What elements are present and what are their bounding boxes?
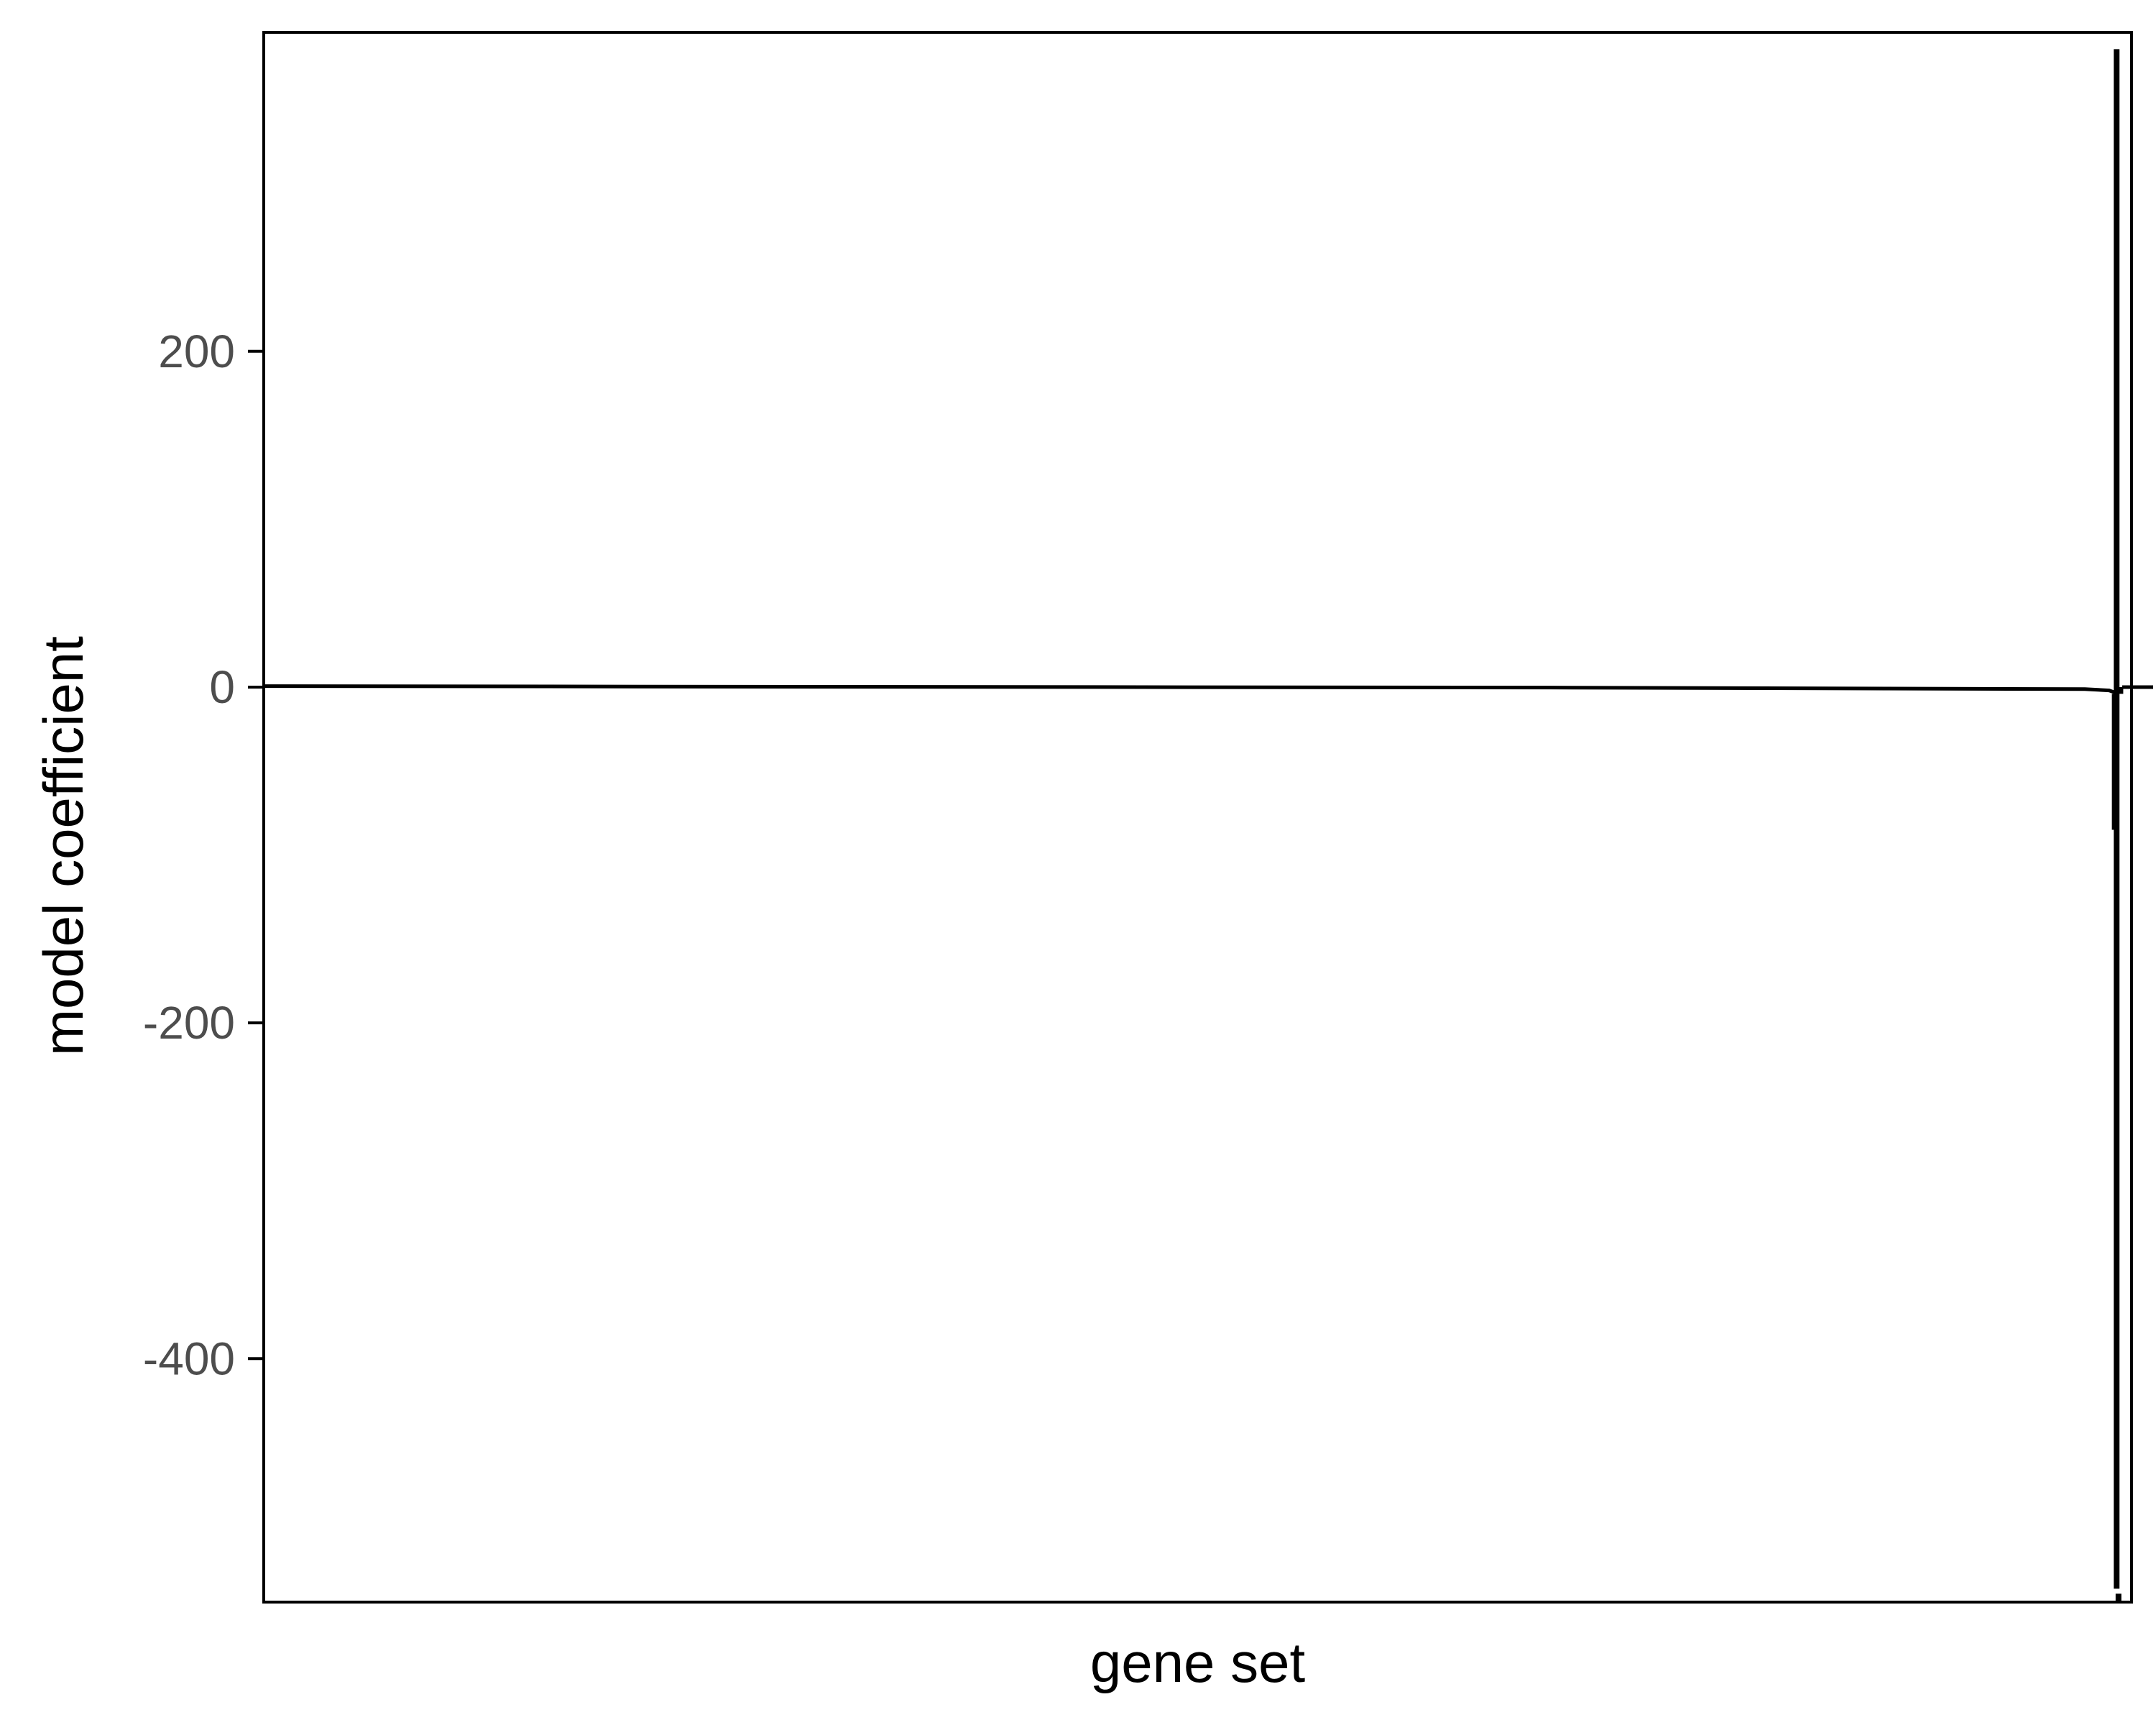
y-axis-ticks: 200 0 -200 -400 xyxy=(143,326,264,1384)
y-tick-label: -400 xyxy=(143,1333,235,1384)
series-line-baseline xyxy=(263,684,2119,696)
y-tick-label: 200 xyxy=(158,326,235,377)
y-axis-title: model coefficient xyxy=(32,636,95,1056)
y-tick-label: 0 xyxy=(209,661,235,713)
y-tick-label: -200 xyxy=(143,997,235,1049)
plot-frame xyxy=(262,31,2133,1604)
x-axis-title: gene set xyxy=(1090,1631,1306,1694)
plot-area xyxy=(263,49,2153,1602)
